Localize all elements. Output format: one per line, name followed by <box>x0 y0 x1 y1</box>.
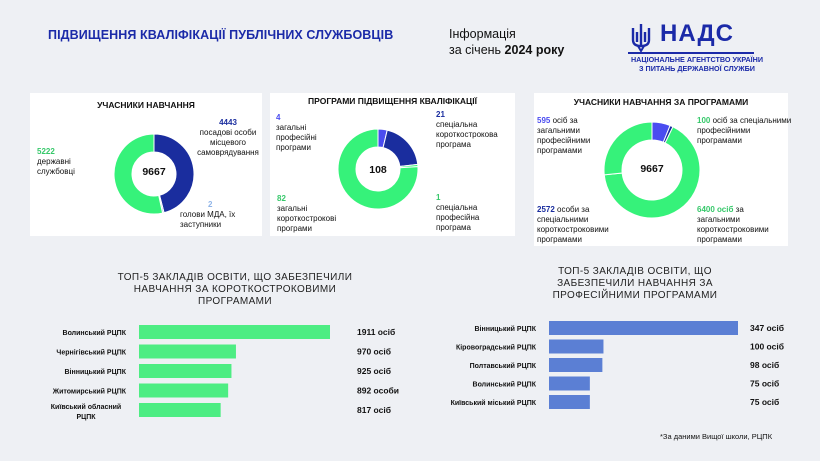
info-line1: Інформація <box>449 27 516 41</box>
chart-title: УЧАСНИКИ НАВЧАННЯ <box>97 100 195 110</box>
donut-slice <box>338 128 418 210</box>
chart-title: УЧАСНИКИ НАВЧАННЯ ЗА ПРОГРАМАМИ <box>573 97 749 107</box>
bar <box>549 376 590 391</box>
legend-civil-servants: 5222 державні службовці <box>37 147 75 176</box>
legend-general-professional: 4 загальні професійні програми <box>276 113 317 152</box>
legend-general-short: 82 загальні короткострокові програми <box>277 194 337 233</box>
bar <box>549 358 603 372</box>
page-title: ПІДВИЩЕННЯ КВАЛІФІКАЦІЇ ПУБЛІЧНИХ СЛУЖБО… <box>48 28 394 42</box>
bar-category-label: Вінницький РЦПК <box>64 368 126 376</box>
donut-center-total: 9667 <box>142 166 166 178</box>
participants-by-program-card: УЧАСНИКИ НАВЧАННЯ ЗА ПРОГРАМАМИ 9667 595… <box>534 93 791 246</box>
bar <box>549 339 604 354</box>
nads-logo: НАДС НАЦІОНАЛЬНЕ АГЕНТСТВО УКРАЇНИ З ПИТ… <box>620 20 780 73</box>
donut-center-total: 108 <box>369 164 387 176</box>
bar-category-label: Київський міський РЦПК <box>451 399 537 407</box>
legend-general-short: 6400 осіб за загальними короткостроковим… <box>697 205 769 244</box>
participants-donut <box>114 133 194 215</box>
bar <box>139 344 236 359</box>
chart-title: ПРОГРАМИ ПІДВИЩЕННЯ КВАЛІФІКАЦІЇ <box>308 96 477 106</box>
bar <box>549 321 738 335</box>
legend-special-professional: 100 осіб за спеціальними професійними пр… <box>697 116 792 145</box>
bar-category-label: Вінницький РЦПК <box>474 325 536 333</box>
donut-center-total: 9667 <box>640 163 664 175</box>
bar-value-label: 75 осіб <box>750 397 779 407</box>
legend-special-professional: 1 спеціальна професійна програма <box>436 193 480 232</box>
donut-slice <box>603 126 701 219</box>
donut-slice <box>603 121 653 176</box>
donut-slice <box>114 133 164 215</box>
bar <box>139 325 330 339</box>
report-period: Інформація за січень 2024 року <box>449 26 564 58</box>
programs-card: ПРОГРАМИ ПІДВИЩЕННЯ КВАЛІФІКАЦІЇ 108 4 з… <box>270 93 515 236</box>
bar <box>139 383 229 398</box>
logo-name: НАДС <box>660 20 734 47</box>
legend-mda-heads: 2 голови МДА, їх заступники <box>180 200 236 229</box>
bar <box>139 364 232 378</box>
footnote: *За даними Вищої школи, РЦПК <box>660 432 773 441</box>
short-programs-bar-title: ТОП-5 ЗАКЛАДІВ ОСВІТИ, ЩО ЗАБЕЗПЕЧИЛИ НА… <box>117 272 353 307</box>
info-line2: за січень 2024 року <box>449 43 565 57</box>
bar-category-label: Житомирський РЦПК <box>52 388 127 396</box>
bar-value-label: 892 особи <box>357 386 399 396</box>
logo-divider <box>628 52 754 54</box>
programs-donut <box>338 128 418 210</box>
bar-category-label: Полтавський РЦПК <box>470 362 537 370</box>
participants-card: УЧАСНИКИ НАВЧАННЯ 9667 4443 посадові осо… <box>30 93 262 236</box>
bar <box>549 395 590 409</box>
bar-value-label: 970 осіб <box>357 347 391 357</box>
bar-value-label: 925 осіб <box>357 366 391 376</box>
bar-value-label: 347 осіб <box>750 323 784 333</box>
bar-value-label: 75 осіб <box>750 379 779 389</box>
bar-category-label: Волинський РЦПК <box>63 329 127 337</box>
legend-special-short: 21 спеціальна короткострокова програма <box>436 110 498 149</box>
bar-category-label: Чернігівський РЦПК <box>56 349 126 357</box>
participants-by-program-donut <box>603 121 701 219</box>
bar-category-label: Київський обласний <box>51 403 121 411</box>
bar-value-label: 100 осіб <box>750 342 784 352</box>
bar-value-label: 98 осіб <box>750 360 779 370</box>
donut-slice <box>153 133 194 214</box>
legend-local-officials: 4443 посадові особи місцевого самоврядув… <box>197 118 259 157</box>
bar-category-label: РЦПК <box>76 414 96 421</box>
professional-programs-bar-title: ТОП-5 ЗАКЛАДІВ ОСВІТИ, ЩО ЗАБЕЗПЕЧИЛИ НА… <box>552 266 718 301</box>
legend-general-professional: 595 осіб за загальними професійними прог… <box>537 116 591 155</box>
bar-category-label: Кіровоградський РЦПК <box>456 344 537 352</box>
bar-value-label: 1911 осіб <box>357 327 395 337</box>
legend-special-short: 2572 особи за спеціальними короткостроко… <box>537 205 609 244</box>
bar-category-label: Волинський РЦПК <box>473 381 537 389</box>
logo-subtitle: НАЦІОНАЛЬНЕ АГЕНТСТВО УКРАЇНИ З ПИТАНЬ Д… <box>630 55 764 73</box>
trident-icon <box>631 24 651 52</box>
bar-value-label: 817 осіб <box>357 405 391 415</box>
bar <box>139 403 221 417</box>
